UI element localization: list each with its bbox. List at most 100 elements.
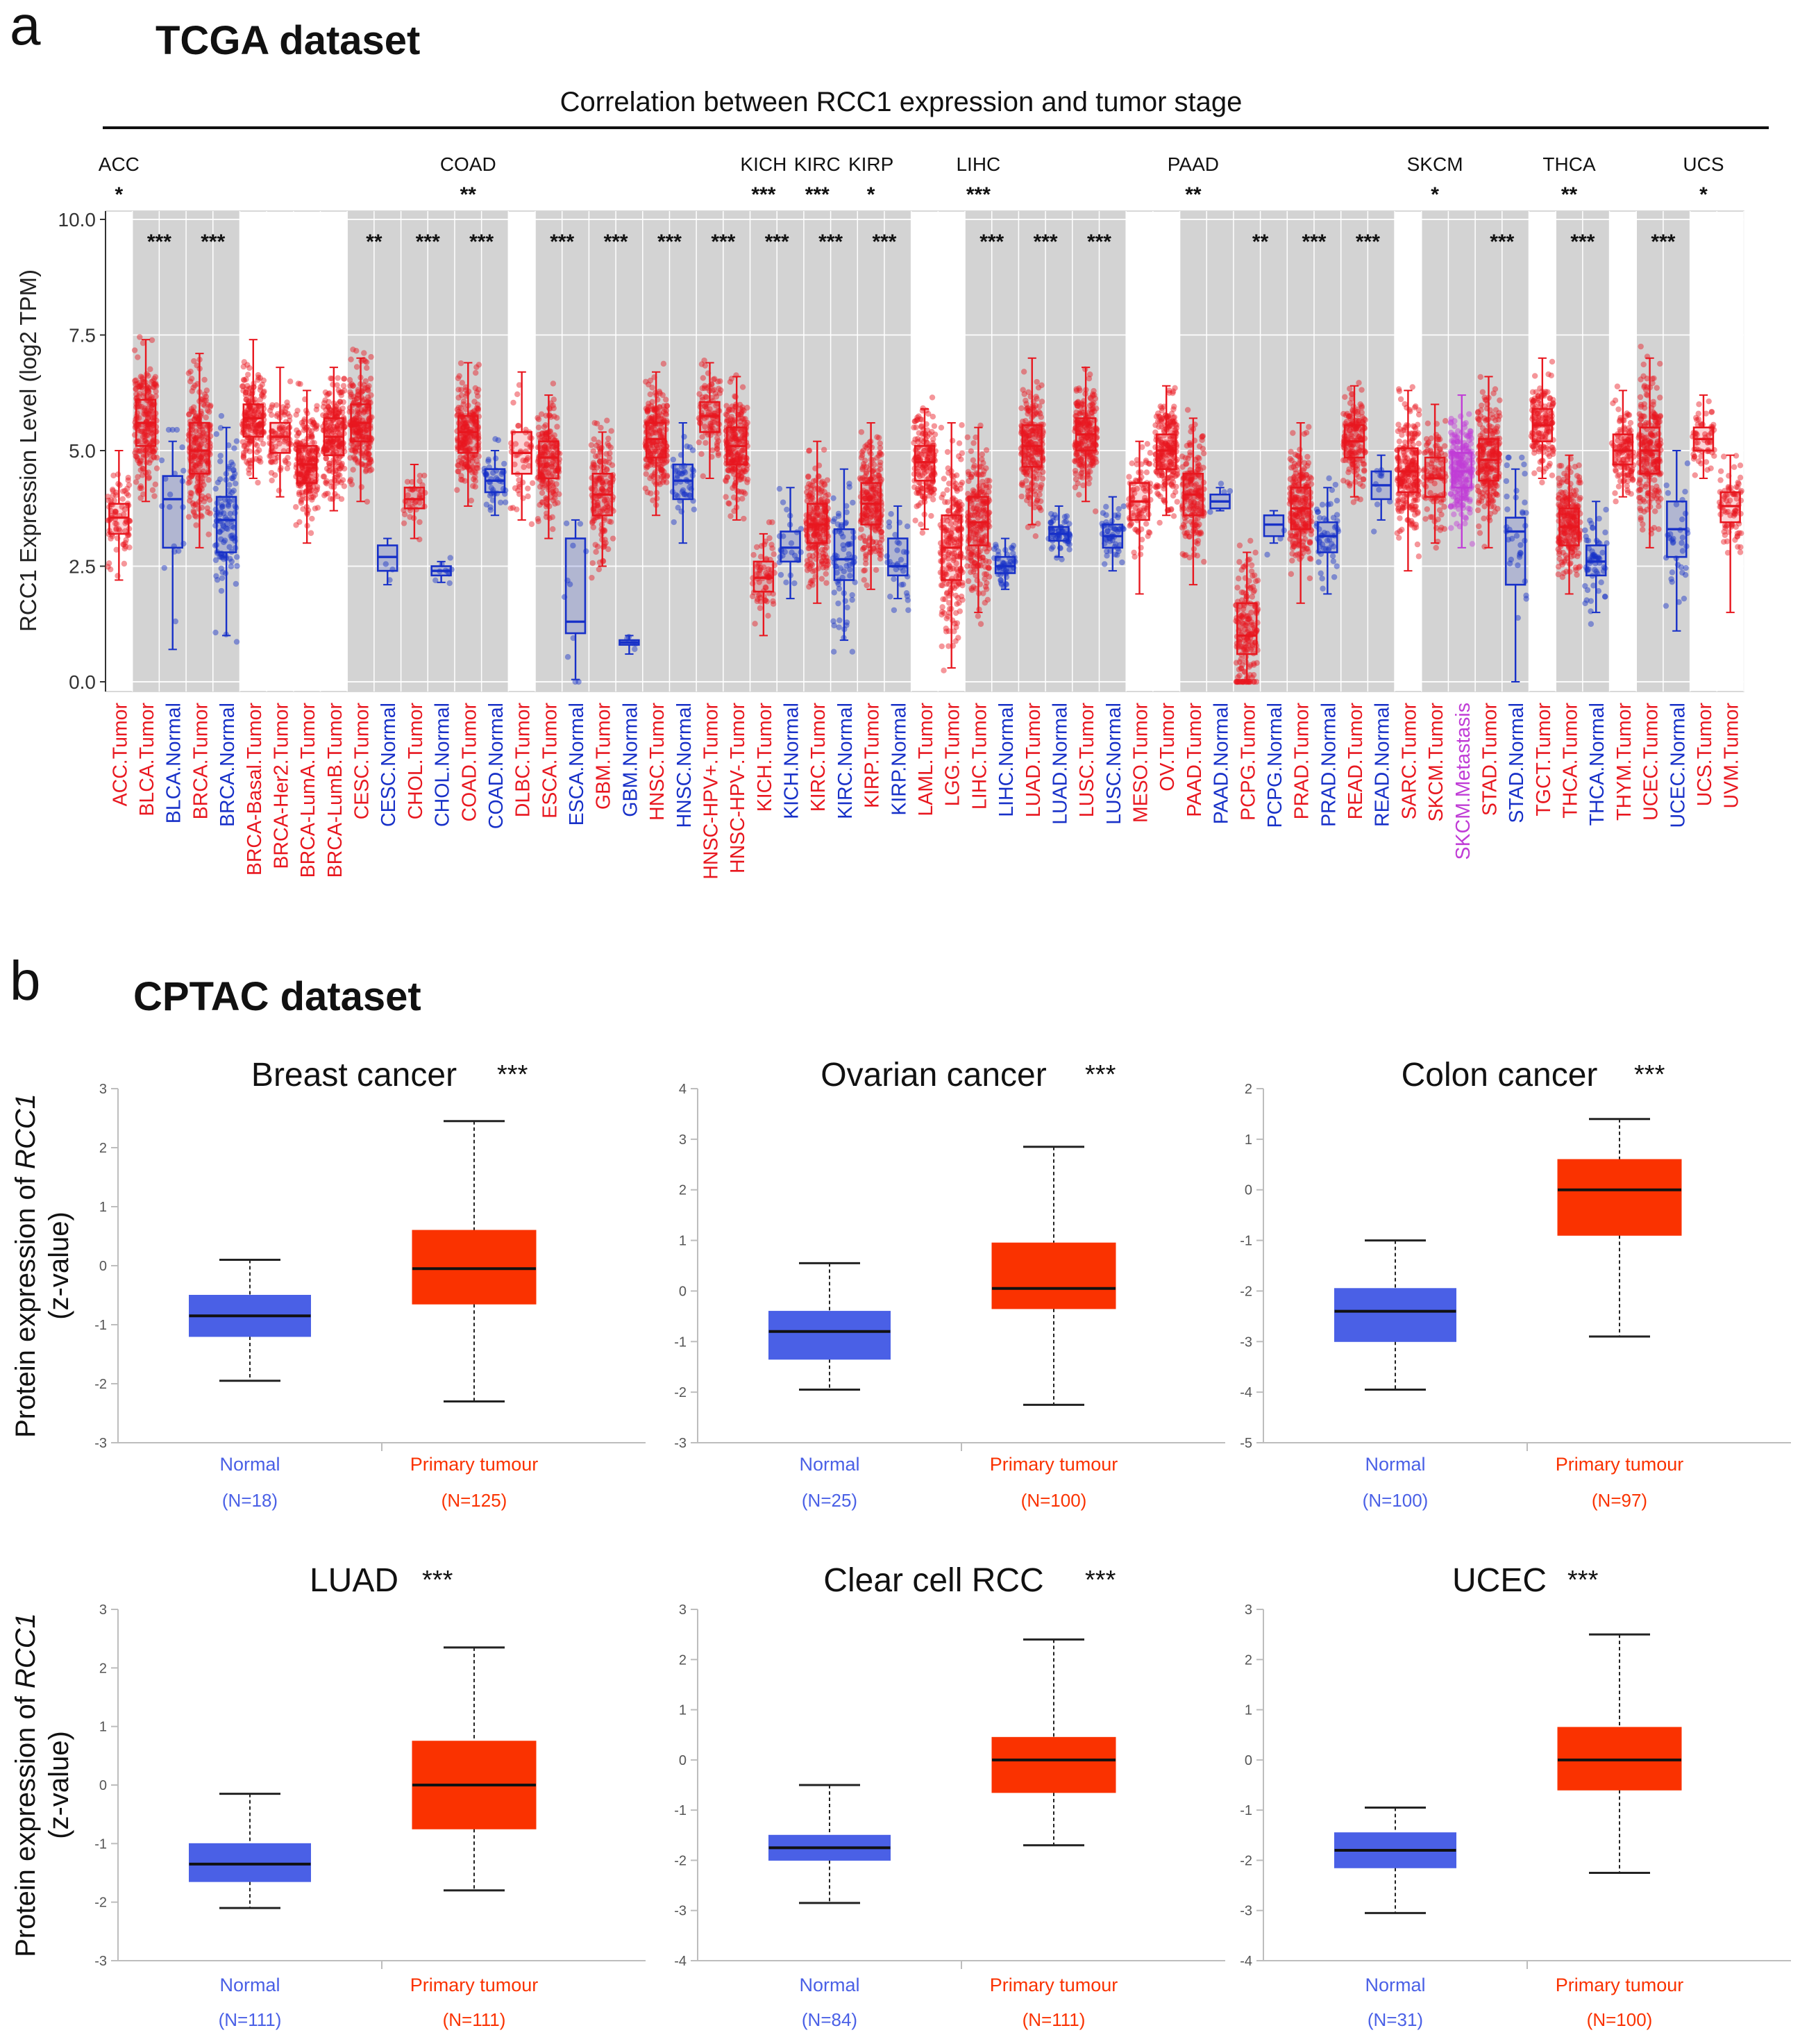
data-point [648, 392, 653, 397]
data-point [858, 526, 864, 532]
data-point [591, 436, 597, 442]
data-point [446, 580, 452, 586]
data-point [699, 394, 705, 400]
data-point [256, 447, 262, 453]
data-point [203, 495, 208, 501]
data-point [285, 465, 290, 471]
significance-stars: *** [1034, 231, 1058, 253]
data-point [823, 493, 828, 499]
data-point [632, 646, 637, 652]
data-point [740, 384, 746, 389]
significance-stars: ** [1252, 231, 1269, 253]
data-point [849, 597, 855, 603]
data-point [330, 469, 335, 474]
data-point [859, 449, 865, 455]
data-point [174, 427, 180, 433]
data-point [105, 564, 110, 569]
data-point [878, 552, 884, 558]
stage-cancer-label: KICH [740, 153, 787, 175]
data-point [217, 476, 223, 482]
data-point [754, 544, 759, 550]
data-point [257, 455, 262, 460]
stage-cancer-label: COAD [440, 153, 496, 175]
data-point [607, 519, 612, 524]
data-point [822, 546, 827, 552]
data-point [604, 466, 609, 471]
data-point [590, 560, 596, 566]
data-point [550, 403, 555, 408]
data-point [162, 565, 167, 571]
data-point [970, 584, 976, 589]
data-point [226, 482, 232, 487]
data-point [354, 364, 360, 369]
x-tick-label: COAD.Tumor [458, 702, 480, 821]
data-point [945, 499, 950, 505]
data-point [349, 481, 355, 487]
data-point [681, 434, 687, 439]
data-point [269, 478, 274, 483]
y-tick-label: 10.0 [58, 209, 96, 231]
data-point [314, 422, 319, 428]
data-point [926, 493, 932, 499]
data-point [550, 514, 555, 520]
data-point [648, 490, 653, 496]
data-point [176, 548, 181, 553]
data-point [247, 449, 253, 454]
data-point [738, 411, 743, 417]
data-point [836, 617, 842, 623]
data-point [964, 563, 970, 569]
data-point [930, 394, 935, 400]
data-point [151, 454, 156, 460]
stage-stars: *** [966, 183, 991, 206]
data-point [246, 441, 252, 446]
data-point [202, 403, 208, 408]
stage-stars: * [867, 183, 875, 206]
data-point [757, 605, 763, 611]
data-point [189, 376, 194, 381]
box [566, 539, 585, 634]
data-point [595, 453, 600, 459]
data-point [515, 423, 521, 428]
data-point [809, 582, 815, 587]
data-point [152, 446, 158, 452]
stage-stars: ** [1185, 183, 1202, 206]
data-point [729, 420, 734, 426]
data-point [589, 442, 594, 448]
data-point [864, 583, 869, 588]
panel-a-banner: Correlation between RCC1 expression and … [560, 87, 1243, 117]
data-point [939, 644, 945, 649]
data-point [283, 459, 288, 464]
data-point [234, 639, 239, 644]
data-point [811, 478, 816, 484]
data-point [159, 458, 165, 463]
data-point [272, 472, 278, 478]
data-point [916, 489, 922, 495]
data-point [1052, 512, 1057, 517]
data-point [702, 385, 707, 391]
y-tick-label: 0.0 [69, 671, 96, 693]
data-point [339, 496, 344, 502]
data-point [791, 580, 797, 586]
data-point [565, 654, 571, 660]
stage-stars: *** [805, 183, 830, 206]
data-point [240, 383, 246, 389]
data-point [769, 519, 775, 525]
data-point [970, 440, 976, 446]
data-point [448, 555, 453, 560]
data-point [876, 435, 882, 440]
data-point [347, 389, 353, 395]
data-point [650, 498, 655, 503]
x-tick-label: HNSC-HPV+.Tumor [700, 703, 722, 880]
data-point [230, 462, 235, 467]
data-point [831, 649, 836, 655]
data-point [969, 558, 975, 564]
data-point [402, 512, 407, 517]
data-point [555, 500, 560, 505]
data-point [339, 405, 345, 411]
data-point [496, 437, 501, 443]
data-point [186, 370, 192, 376]
stage-cancer-label: KIRP [848, 153, 893, 175]
data-point [530, 480, 535, 486]
data-point [945, 449, 950, 455]
data-point [417, 537, 422, 542]
